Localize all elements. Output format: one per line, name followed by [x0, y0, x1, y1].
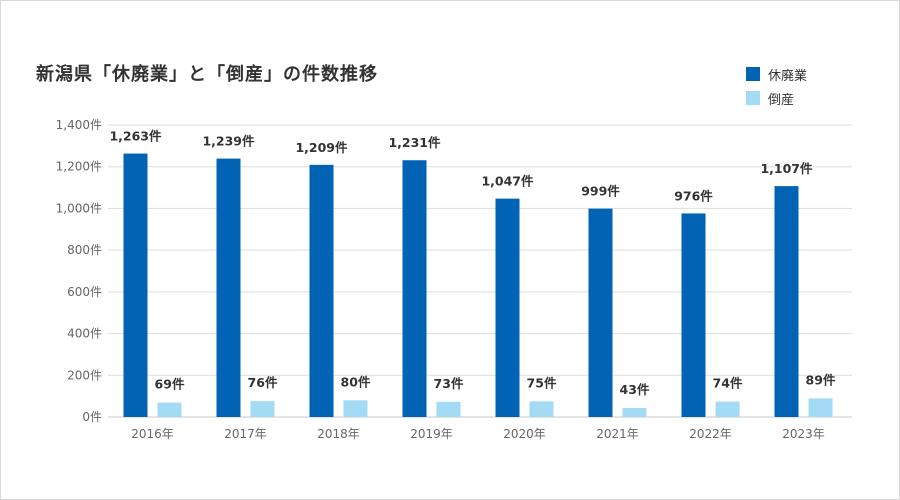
- data-label-bankruptcy: 74件: [713, 376, 743, 391]
- bar-bankruptcy: [715, 401, 740, 417]
- x-tick-label: 2020年: [503, 427, 546, 441]
- y-tick-label: 200件: [67, 368, 102, 382]
- bar-closure: [495, 198, 520, 417]
- y-tick-label: 1,200件: [56, 160, 102, 174]
- bar-closure: [216, 158, 241, 417]
- bar-bankruptcy: [250, 401, 275, 417]
- bar-bankruptcy: [529, 401, 554, 417]
- y-tick-label: 1,400件: [56, 118, 102, 132]
- chart-title: 新潟県「休廃業」と「倒産」の件数推移: [36, 64, 378, 85]
- x-tick-label: 2021年: [596, 427, 639, 441]
- data-label-closure: 1,231件: [388, 135, 441, 150]
- legend: 休廃業 倒産: [746, 62, 807, 110]
- data-label-closure: 1,107件: [760, 161, 813, 176]
- bar-closure: [681, 213, 706, 417]
- bar-closure: [123, 153, 148, 417]
- legend-swatch-closure: [746, 67, 760, 81]
- y-tick-label: 0件: [82, 410, 102, 424]
- x-tick-label: 2017年: [224, 427, 267, 441]
- y-tick-label: 1,000件: [56, 201, 102, 215]
- bar-bankruptcy: [622, 408, 647, 417]
- bar-closure: [774, 186, 799, 417]
- y-tick-label: 800件: [67, 243, 102, 257]
- data-label-closure: 999件: [581, 184, 620, 199]
- data-label-bankruptcy: 80件: [341, 374, 371, 389]
- data-label-closure: 1,209件: [295, 140, 348, 155]
- legend-item-bankruptcy: 倒産: [746, 86, 807, 110]
- x-tick-label: 2022年: [689, 427, 732, 441]
- legend-label-closure: 休廃業: [768, 68, 808, 84]
- data-label-bankruptcy: 76件: [248, 375, 278, 390]
- data-label-closure: 1,239件: [202, 134, 255, 149]
- x-tick-label: 2016年: [131, 427, 174, 441]
- bar-bankruptcy: [157, 402, 182, 417]
- x-tick-label: 2019年: [410, 427, 453, 441]
- x-tick-label: 2023年: [782, 427, 825, 441]
- data-label-bankruptcy: 73件: [434, 376, 464, 391]
- legend-item-closure: 休廃業: [746, 62, 807, 86]
- bar-bankruptcy: [343, 400, 368, 417]
- bar-bankruptcy: [436, 401, 461, 417]
- data-label-bankruptcy: 43件: [620, 382, 650, 397]
- data-label-bankruptcy: 89件: [806, 372, 836, 387]
- data-label-bankruptcy: 75件: [527, 375, 557, 390]
- y-tick-label: 600件: [67, 285, 102, 299]
- y-tick-label: 400件: [67, 327, 102, 341]
- legend-swatch-bankruptcy: [746, 91, 760, 105]
- bar-closure: [588, 208, 613, 417]
- data-label-bankruptcy: 69件: [155, 377, 185, 392]
- bar-bankruptcy: [808, 398, 833, 417]
- bar-closure: [309, 164, 334, 417]
- legend-label-bankruptcy: 倒産: [768, 92, 795, 108]
- data-label-closure: 1,263件: [109, 129, 162, 144]
- x-tick-label: 2018年: [317, 427, 360, 441]
- data-label-closure: 976件: [674, 188, 713, 203]
- data-label-closure: 1,047件: [481, 174, 534, 189]
- bar-closure: [402, 160, 427, 417]
